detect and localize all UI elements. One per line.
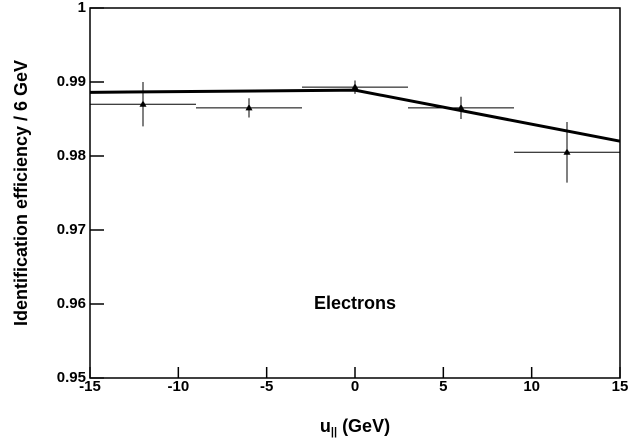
x-tick-label: 5 <box>439 378 447 395</box>
x-tick-label: 15 <box>612 378 629 395</box>
x-tick-label: 0 <box>351 378 359 395</box>
y-tick-label: 1 <box>78 0 86 16</box>
x-tick-label: -10 <box>167 378 189 395</box>
y-tick-label: 0.99 <box>57 73 86 90</box>
x-tick-label: -15 <box>79 378 101 395</box>
annotation: Electrons <box>314 293 396 313</box>
marker <box>139 100 147 107</box>
y-tick-label: 0.96 <box>57 295 86 312</box>
y-axis-title: Identification efficiency / 6 GeV <box>11 60 31 326</box>
y-tick-label: 0.98 <box>57 147 86 164</box>
x-label-base: u <box>320 416 331 436</box>
marker <box>563 148 571 155</box>
fit-line <box>89 88 621 143</box>
marker <box>351 83 359 90</box>
x-label-unit: (GeV) <box>342 416 390 436</box>
x-tick-label: -5 <box>260 378 273 395</box>
y-tick-label: 0.97 <box>57 221 86 238</box>
x-axis-title: u|| (GeV) <box>320 416 390 438</box>
y-tick-label: 0.95 <box>57 369 86 386</box>
plot-frame <box>89 7 621 379</box>
marker <box>245 103 253 111</box>
x-label-sub: || <box>331 426 337 438</box>
x-tick-label: 10 <box>523 378 540 395</box>
